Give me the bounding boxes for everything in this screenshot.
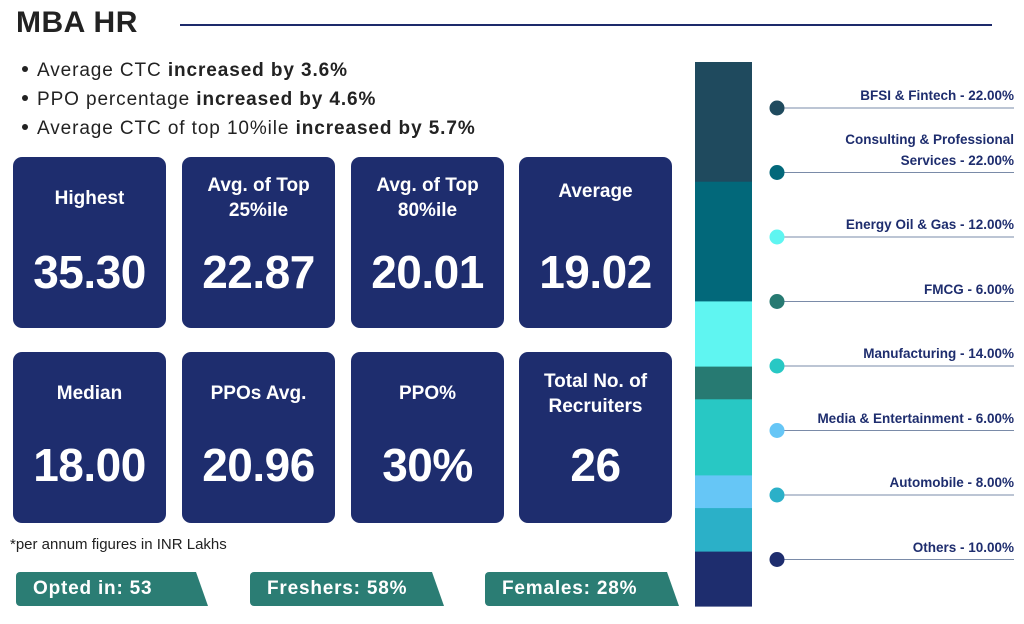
stat-card-recruiters: Total No. of Recruiters 26 xyxy=(519,352,672,523)
stat-label: Avg. of Top 80%ile xyxy=(376,175,479,221)
stat-label: PPO% xyxy=(398,383,457,404)
opted-in-badge: Opted in: 53 xyxy=(16,572,208,606)
bullet-icon xyxy=(22,124,28,131)
stat-card-average: Average 19.02 xyxy=(519,157,672,328)
females-badge: Females: 28% xyxy=(485,572,679,606)
legend-marker xyxy=(769,229,785,245)
stat-value: 20.01 xyxy=(371,246,484,298)
highlight-emphasis: increased by 5.7% xyxy=(295,118,476,139)
stat-card-ppos-avg: PPOs Avg. 20.96 xyxy=(182,352,335,523)
legend-label: Energy Oil & Gas - 12.00% xyxy=(845,217,1014,232)
legend-marker xyxy=(769,165,785,180)
stat-label: Highest xyxy=(54,188,125,209)
legend-label: BFSI & Fintech - 22.00% xyxy=(860,88,1014,103)
highlight-text: Average CTC of top 10%ile xyxy=(37,118,296,139)
highlight-emphasis: increased by 3.6% xyxy=(167,60,348,81)
sector-bar-segment xyxy=(695,366,752,400)
bullet-icon xyxy=(22,95,28,102)
legend-label-line: Consulting & Professional xyxy=(845,131,1014,147)
bullet-icon xyxy=(22,66,28,73)
stat-label: Median xyxy=(56,383,123,404)
sector-bar-segment xyxy=(695,62,752,183)
stat-value: 26 xyxy=(570,439,621,491)
highlight-item: Average CTC increased by 3.6% xyxy=(22,56,476,85)
stat-card-median: Median 18.00 xyxy=(13,352,166,523)
sector-bar-segment xyxy=(695,508,752,553)
sector-bar-segment xyxy=(695,399,752,477)
legend-label: Consulting & Professional Services - 22.0… xyxy=(845,129,1014,171)
stat-label: PPOs Avg. xyxy=(210,383,307,404)
stat-label: Avg. of Top 25%ile xyxy=(207,175,310,221)
stat-value: 20.96 xyxy=(202,439,315,491)
legend-label: Media & Entertainment - 6.00% xyxy=(817,410,1014,426)
stat-label: Average xyxy=(558,181,633,202)
stat-value: 22.87 xyxy=(202,246,315,298)
highlight-item: PPO percentage increased by 4.6% xyxy=(22,85,476,114)
legend-marker xyxy=(769,487,785,503)
legend-marker xyxy=(769,100,785,116)
highlight-text: Average CTC xyxy=(37,60,168,81)
highlight-item: Average CTC of top 10%ile increased by 5… xyxy=(22,114,476,143)
footnote: *per annum figures in INR Lakhs xyxy=(10,536,227,553)
page-title: MBA HR xyxy=(16,6,138,39)
stat-card-top25: Avg. of Top 25%ile 22.87 xyxy=(182,157,335,328)
stat-card-ppo-percent: PPO% 30% xyxy=(351,352,504,523)
stat-label: Total No. of Recruiters xyxy=(543,371,648,417)
highlights-list: Average CTC increased by 3.6% PPO percen… xyxy=(22,56,476,143)
legend-label-line: Services - 22.00% xyxy=(900,152,1014,168)
title-divider xyxy=(180,24,992,26)
stat-card-top80: Avg. of Top 80%ile 20.01 xyxy=(351,157,504,328)
sector-bar-segment xyxy=(695,181,752,302)
legend-label: Manufacturing - 14.00% xyxy=(863,346,1014,361)
legend-label: Automobile - 8.00% xyxy=(889,475,1014,490)
stat-value: 18.00 xyxy=(33,439,146,491)
stat-value: 19.02 xyxy=(539,246,652,298)
sector-bar-segment xyxy=(695,301,752,368)
sector-bar-segment xyxy=(695,475,752,509)
highlight-emphasis: increased by 4.6% xyxy=(196,89,377,110)
stat-value: 35.30 xyxy=(33,246,146,298)
freshers-badge: Freshers: 58% xyxy=(250,572,444,606)
legend-label: Others - 10.00% xyxy=(912,539,1014,555)
legend-marker xyxy=(769,423,785,438)
legend-marker xyxy=(769,358,785,374)
legend-label: FMCG - 6.00% xyxy=(923,281,1014,297)
legend-marker xyxy=(769,552,785,567)
stat-card-highest: Highest 35.30 xyxy=(13,157,166,328)
sector-bar-segment xyxy=(695,551,752,607)
highlight-text: PPO percentage xyxy=(37,89,197,110)
stat-value: 30% xyxy=(382,439,473,491)
legend-marker xyxy=(769,294,785,309)
